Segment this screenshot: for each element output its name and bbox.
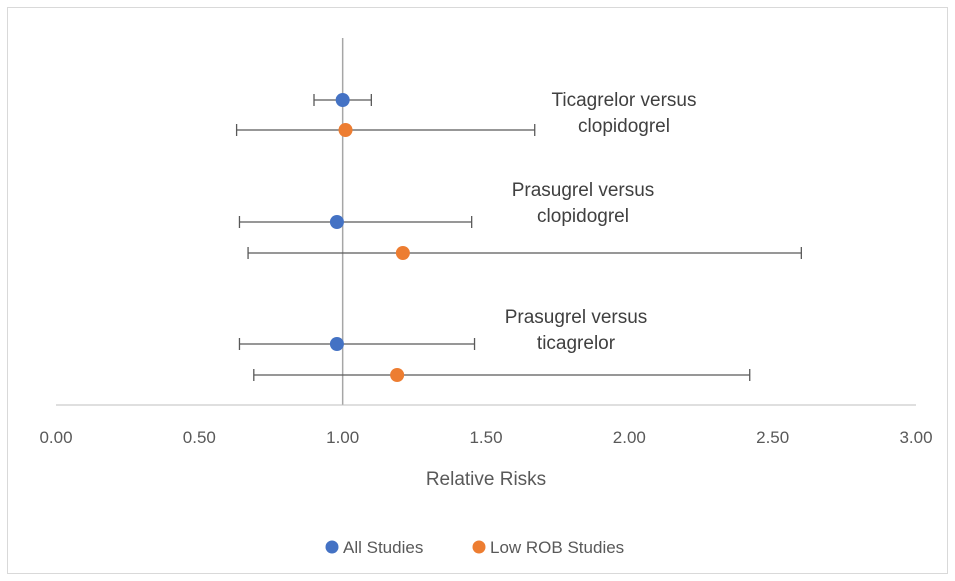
legend-label: All Studies — [343, 538, 423, 557]
legend-item: Low ROB Studies — [472, 538, 624, 557]
data-point — [390, 368, 405, 382]
data-point — [338, 123, 353, 137]
error-bar — [235, 124, 536, 136]
data-point — [395, 246, 410, 260]
x-tick-label: 0.50 — [183, 428, 216, 447]
legend-marker — [472, 540, 486, 554]
x-tick-label: 1.50 — [469, 428, 502, 447]
group-annotation-line: Prasugrel versus — [505, 307, 648, 328]
chart-frame — [7, 7, 948, 574]
error-bar — [238, 216, 473, 228]
error-bar — [253, 369, 751, 381]
error-bar — [238, 338, 476, 350]
x-tick-label: 1.00 — [326, 428, 359, 447]
group-annotation: Prasugrel versus clopidogrel — [512, 180, 655, 227]
group-annotation-line: clopidogrel — [537, 206, 629, 227]
legend-label: Low ROB Studies — [490, 538, 624, 557]
group-annotation-line: Prasugrel versus — [512, 180, 655, 201]
data-point — [335, 93, 350, 107]
group-annotation-line: ticagrelor — [537, 333, 616, 354]
x-tick-label: 3.00 — [899, 428, 932, 447]
group-annotation: Prasugrel versus ticagrelor — [505, 307, 648, 354]
group-annotation-line: Ticagrelor versus — [551, 90, 696, 111]
error-bar — [247, 247, 802, 259]
x-tick-label: 2.00 — [613, 428, 646, 447]
legend-marker — [325, 540, 339, 554]
data-point — [329, 337, 344, 351]
group-annotation: Ticagrelor versus clopidogrel — [551, 90, 696, 137]
group-annotation-line: clopidogrel — [578, 116, 670, 137]
legend-item: All Studies — [325, 538, 423, 557]
x-axis-title: Relative Risks — [426, 469, 546, 490]
data-point — [329, 215, 344, 229]
x-tick-label: 2.50 — [756, 428, 789, 447]
x-tick-label: 0.00 — [39, 428, 72, 447]
